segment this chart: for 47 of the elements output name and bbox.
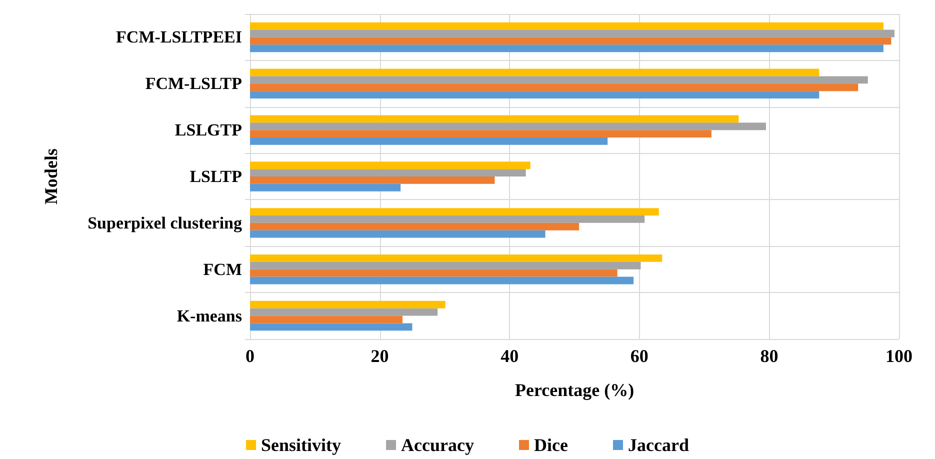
- x-tick-label: 0: [246, 346, 254, 366]
- bar: [250, 308, 438, 316]
- y-tick-label: FCM: [203, 260, 242, 279]
- bar: [250, 300, 446, 308]
- x-tick-label: 60: [630, 346, 648, 366]
- y-tick-label: Superpixel clustering: [88, 213, 242, 232]
- legend-label: Dice: [534, 435, 568, 455]
- y-tick-label: LSLTP: [190, 167, 242, 186]
- bar: [250, 76, 868, 84]
- legend-label: Sensitivity: [261, 435, 342, 455]
- bar: [250, 44, 884, 52]
- y-tick-label: FCM-LSLTP: [145, 74, 242, 94]
- bar: [250, 84, 858, 92]
- legend-label: Jaccard: [628, 435, 689, 455]
- bar: [250, 30, 894, 38]
- y-tick-label: K-means: [176, 306, 242, 326]
- bar: [250, 162, 530, 170]
- bar: [250, 254, 662, 262]
- bar: [250, 262, 641, 270]
- bar: [250, 130, 712, 138]
- bar: [250, 22, 884, 30]
- bar: [250, 230, 546, 238]
- legend-label: Accuracy: [401, 435, 474, 455]
- x-tick-label: 20: [370, 346, 389, 366]
- bar: [250, 176, 495, 184]
- x-tick-label: 80: [760, 346, 778, 366]
- bar: [250, 115, 739, 123]
- bar: [250, 37, 892, 45]
- bar: [250, 316, 403, 324]
- bar: [250, 138, 608, 145]
- x-tick-label: 100: [886, 346, 912, 366]
- bar: [250, 91, 820, 98]
- x-axis-title: Percentage (%): [514, 380, 634, 400]
- bar: [250, 68, 820, 76]
- bar: [250, 222, 580, 230]
- bar: [250, 184, 401, 192]
- bar: [250, 216, 645, 223]
- bar: [250, 208, 659, 216]
- y-tick-label: LSLGTP: [174, 120, 242, 140]
- bar: [250, 169, 526, 176]
- bar: [250, 323, 412, 331]
- bar: [250, 269, 618, 277]
- y-axis-title: Models: [41, 148, 61, 204]
- y-tick-label: FCM-LSLTPEEI: [116, 28, 242, 47]
- bar: [250, 276, 634, 284]
- x-tick-label: 40: [500, 346, 519, 366]
- bar: [250, 122, 766, 130]
